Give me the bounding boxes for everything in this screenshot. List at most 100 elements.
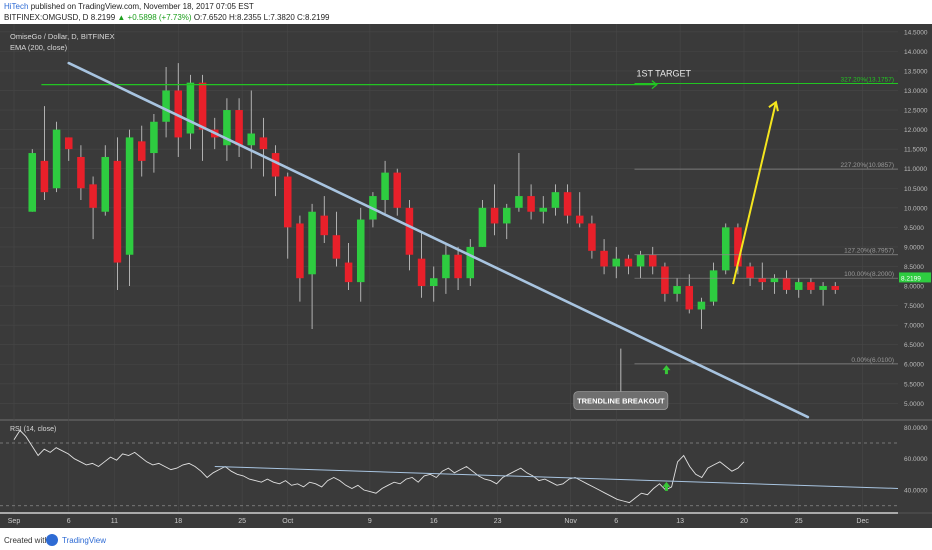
fib-level-label: 227.20%(10.9857)	[841, 162, 895, 169]
candle[interactable]	[77, 145, 85, 200]
candle[interactable]	[539, 196, 548, 224]
candle[interactable]	[624, 254, 633, 275]
candle[interactable]	[174, 63, 183, 157]
candle-body	[381, 172, 389, 200]
candle[interactable]	[575, 192, 584, 228]
candle-body	[296, 223, 304, 279]
candle[interactable]	[259, 117, 268, 177]
candle[interactable]	[697, 297, 706, 330]
price-tick-label: 12.5000	[904, 108, 928, 115]
candle[interactable]	[283, 172, 292, 259]
candle[interactable]	[52, 121, 61, 193]
candle[interactable]	[101, 145, 110, 216]
chart-canvas[interactable]: 14.5000 14.0000 13.5000 13.0000 12.5000 12.00…	[0, 24, 932, 530]
candle[interactable]	[673, 278, 681, 302]
candle-body	[746, 266, 754, 279]
price-tick-label: 14.5000	[904, 29, 928, 36]
candle[interactable]	[150, 113, 158, 173]
candle[interactable]	[502, 203, 511, 240]
candle[interactable]	[332, 211, 341, 267]
candle[interactable]	[344, 243, 353, 290]
candle-body	[405, 207, 414, 255]
candle[interactable]	[356, 207, 365, 302]
candle[interactable]	[527, 184, 535, 220]
candle-body	[770, 278, 779, 283]
candle[interactable]	[746, 262, 754, 287]
time-tick-label: 13	[676, 518, 684, 525]
candle[interactable]	[648, 246, 657, 275]
candle[interactable]	[381, 160, 389, 216]
candle-body	[247, 133, 256, 146]
candle[interactable]	[113, 137, 122, 290]
candle[interactable]	[794, 278, 803, 298]
rsi-up-arrow-icon	[662, 481, 671, 491]
candle[interactable]	[721, 223, 730, 275]
candle-body	[40, 160, 49, 193]
indicator-label: EMA (200, close)	[10, 43, 68, 52]
tradingview-brand-link[interactable]: TradingView	[62, 536, 107, 545]
candle[interactable]	[137, 125, 146, 177]
author-link[interactable]: HiTech	[4, 2, 29, 11]
rsi-line[interactable]	[13, 429, 745, 504]
candle[interactable]	[770, 274, 779, 294]
candle[interactable]	[551, 184, 560, 216]
candle[interactable]	[235, 98, 243, 157]
rsi-trendline[interactable]	[214, 466, 899, 489]
candle[interactable]	[40, 106, 49, 200]
rsi-pane[interactable]	[0, 421, 898, 512]
current-price-tag	[899, 272, 931, 283]
time-tick-label: 16	[430, 518, 438, 525]
candle[interactable]	[490, 184, 499, 236]
candle[interactable]	[563, 184, 572, 224]
candle[interactable]	[186, 74, 195, 150]
publish-line: HiTech published on TradingView.com, Nov…	[4, 1, 254, 12]
time-tick-label: 6	[67, 518, 71, 525]
candle[interactable]	[223, 98, 231, 161]
candle[interactable]	[758, 262, 767, 290]
projection-arrowhead-icon	[768, 100, 779, 112]
candle[interactable]	[661, 262, 669, 302]
candle-body	[624, 258, 633, 267]
trendline[interactable]	[67, 61, 810, 419]
candle[interactable]	[296, 215, 304, 302]
candle[interactable]	[417, 231, 426, 298]
candle[interactable]	[429, 266, 438, 302]
price-tick-label: 9.0000	[904, 244, 924, 251]
candle[interactable]	[636, 250, 645, 279]
candle[interactable]	[685, 274, 694, 314]
candle[interactable]	[125, 129, 134, 287]
candle[interactable]	[819, 282, 827, 306]
candle[interactable]	[709, 262, 718, 306]
candle[interactable]	[393, 168, 402, 216]
candle[interactable]	[28, 149, 37, 212]
candle[interactable]	[320, 196, 329, 244]
candle[interactable]	[198, 74, 207, 161]
candle-body	[661, 266, 669, 294]
candle[interactable]	[89, 176, 97, 240]
candle[interactable]	[782, 270, 791, 294]
time-axis[interactable]	[0, 514, 898, 528]
candle[interactable]	[612, 246, 621, 279]
candle[interactable]	[162, 67, 170, 138]
candle[interactable]	[405, 199, 414, 271]
candle[interactable]	[64, 137, 73, 161]
candle-body	[198, 82, 207, 130]
candle[interactable]	[600, 239, 608, 275]
candle[interactable]	[454, 246, 462, 290]
candle[interactable]	[478, 199, 487, 247]
candle-body	[308, 211, 316, 275]
candle[interactable]	[515, 153, 523, 212]
time-tick-label: Sep	[8, 518, 21, 525]
candle[interactable]	[466, 239, 475, 287]
candle-body	[259, 137, 268, 150]
projection-arrow[interactable]	[732, 101, 777, 285]
candle[interactable]	[247, 90, 256, 169]
candle-body	[454, 254, 462, 279]
price-tick-label: 8.5000	[904, 264, 924, 271]
candle[interactable]	[271, 145, 280, 197]
candle[interactable]	[807, 278, 815, 294]
candle[interactable]	[442, 243, 450, 294]
candle[interactable]	[308, 203, 316, 330]
candle[interactable]	[588, 215, 596, 259]
candle[interactable]	[831, 282, 840, 294]
